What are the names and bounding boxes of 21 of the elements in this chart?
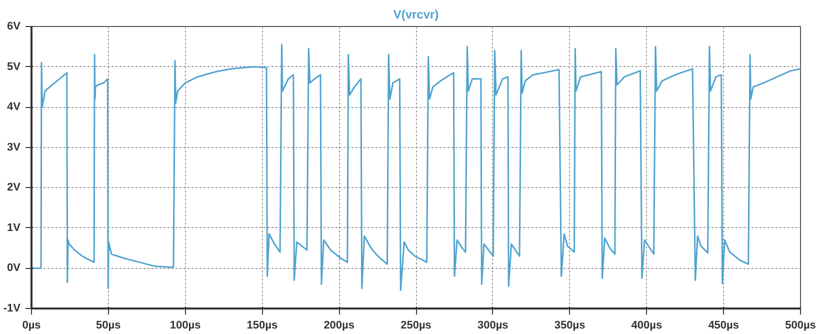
x-tick-label: 400µs bbox=[631, 320, 662, 332]
x-tick-label: 150µs bbox=[246, 320, 278, 332]
x-tick-label: 450µs bbox=[708, 320, 740, 332]
line-series bbox=[32, 44, 800, 292]
x-tick-label: 100µs bbox=[170, 320, 201, 332]
y-tick-label: -1V bbox=[3, 302, 22, 314]
x-tick-label: 0µs bbox=[22, 320, 41, 332]
y-tick-label: 3V bbox=[7, 141, 22, 154]
x-tick-label: 300µs bbox=[477, 320, 508, 332]
text: V(vrcvr) bbox=[393, 8, 439, 22]
y-tick-label: 1V bbox=[7, 222, 22, 234]
x-tick-label: 350µs bbox=[554, 320, 586, 332]
y-tick-label: 2V bbox=[7, 182, 22, 194]
y-tick-label: 4V bbox=[7, 101, 22, 114]
y-tick-label: 0V bbox=[7, 262, 22, 274]
x-tick-label: 500µs bbox=[785, 320, 816, 332]
y-tick-label: 6V bbox=[7, 20, 22, 32]
x-tick-label: 250µs bbox=[400, 320, 432, 332]
x-tick-label: 50µs bbox=[96, 320, 121, 332]
y-tick-label: 5V bbox=[7, 60, 22, 73]
x-tick-label: 200µs bbox=[324, 320, 355, 332]
